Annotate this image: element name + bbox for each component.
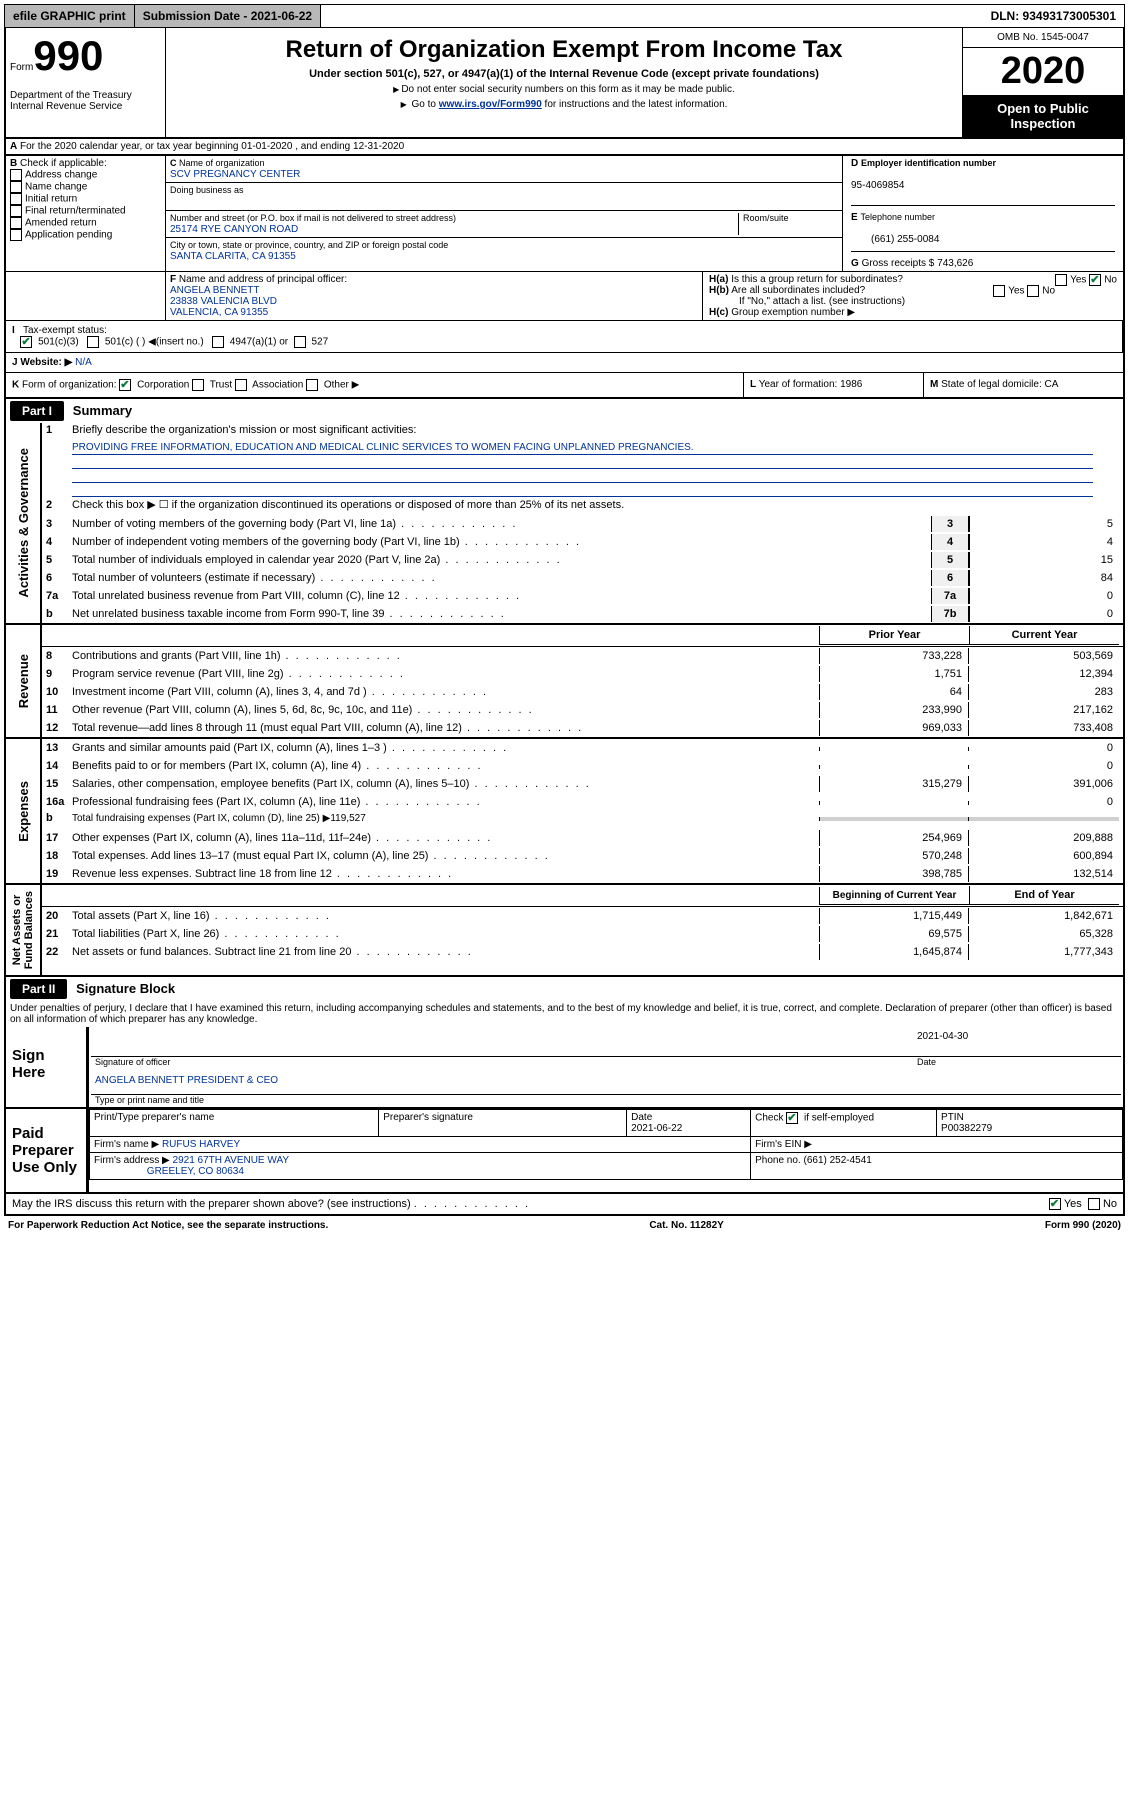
check-final-return[interactable]	[10, 205, 22, 217]
note-goto: Go to www.irs.gov/Form990 for instructio…	[170, 99, 958, 110]
check-corp[interactable]	[119, 379, 131, 391]
gross-receipts: 743,626	[937, 258, 973, 269]
omb-number: OMB No. 1545-0047	[963, 28, 1123, 48]
open-public: Open to Public Inspection	[963, 95, 1123, 137]
paid-preparer-label: Paid Preparer Use Only	[6, 1109, 86, 1192]
tax-year: 2020	[963, 48, 1123, 95]
table-row: 20Total assets (Part X, line 16)1,715,44…	[42, 907, 1123, 925]
rot-governance: Activities & Governance	[14, 442, 33, 604]
check-app-pending[interactable]	[10, 229, 22, 241]
form-title: Return of Organization Exempt From Incom…	[170, 36, 958, 64]
check-trust[interactable]	[192, 379, 204, 391]
org-city: SANTA CLARITA, CA 91355	[170, 251, 296, 262]
ha-yes[interactable]	[1055, 274, 1067, 286]
ptin: P00382279	[941, 1123, 992, 1134]
check-address-change[interactable]	[10, 169, 22, 181]
officer-sig-name: ANGELA BENNETT PRESIDENT & CEO	[95, 1075, 278, 1092]
form-word: Form	[10, 62, 33, 73]
part-2-header: Part II	[10, 979, 67, 999]
ha-no[interactable]	[1089, 274, 1101, 286]
line7b-val: 0	[969, 606, 1119, 622]
part-1-header: Part I	[10, 401, 64, 421]
check-self-employed[interactable]	[786, 1112, 798, 1124]
table-row: 16aProfessional fundraising fees (Part I…	[42, 793, 1123, 811]
year-formation: 1986	[840, 379, 862, 390]
check-other[interactable]	[306, 379, 318, 391]
dln: DLN: 93493173005301	[983, 5, 1124, 27]
check-501c[interactable]	[87, 336, 99, 348]
section-a-period: A For the 2020 calendar year, or tax yea…	[4, 139, 1125, 156]
topbar: efile GRAPHIC print Submission Date - 20…	[4, 4, 1125, 28]
org-street: 25174 RYE CANYON ROAD	[170, 224, 298, 235]
rot-expenses: Expenses	[14, 775, 33, 848]
ein: 95-4069854	[851, 180, 904, 191]
line5-val: 15	[969, 552, 1119, 568]
entity-block: B Check if applicable: Address change Na…	[4, 156, 1125, 399]
line7a-val: 0	[969, 588, 1119, 604]
state-domicile: CA	[1045, 379, 1059, 390]
website: N/A	[75, 357, 92, 368]
form-subtitle: Under section 501(c), 527, or 4947(a)(1)…	[170, 68, 958, 80]
prep-date: 2021-06-22	[631, 1123, 682, 1134]
col-b-checkboxes: B Check if applicable: Address change Na…	[6, 156, 166, 271]
preparer-table: Print/Type preparer's name Preparer's si…	[89, 1109, 1123, 1180]
sign-here-label: Sign Here	[6, 1027, 86, 1107]
part-2-title: Signature Block	[76, 981, 175, 996]
check-initial-return[interactable]	[10, 193, 22, 205]
officer-name: ANGELA BENNETT	[170, 285, 259, 296]
table-row: 21Total liabilities (Part X, line 26)69,…	[42, 925, 1123, 943]
mission-text: PROVIDING FREE INFORMATION, EDUCATION AN…	[72, 441, 1093, 455]
efile-print[interactable]: efile GRAPHIC print	[5, 5, 135, 27]
perjury-declaration: Under penalties of perjury, I declare th…	[4, 1001, 1125, 1027]
rot-net: Net Assets or Fund Balances	[9, 885, 37, 975]
table-row: 13Grants and similar amounts paid (Part …	[42, 739, 1123, 757]
hb-yes[interactable]	[993, 285, 1005, 297]
firm-name: RUFUS HARVEY	[162, 1139, 240, 1150]
form-title-box: Return of Organization Exempt From Incom…	[166, 28, 963, 137]
table-row: 11Other revenue (Part VIII, column (A), …	[42, 701, 1123, 719]
table-row: 12Total revenue—add lines 8 through 11 (…	[42, 719, 1123, 737]
dept-treasury: Department of the Treasury Internal Reve…	[10, 90, 161, 112]
footer-mid: Cat. No. 11282Y	[649, 1220, 723, 1231]
table-row: 19Revenue less expenses. Subtract line 1…	[42, 865, 1123, 883]
footer-left: For Paperwork Reduction Act Notice, see …	[8, 1220, 328, 1231]
org-name: SCV PREGNANCY CENTER	[170, 169, 300, 180]
table-row: 8Contributions and grants (Part VIII, li…	[42, 647, 1123, 665]
form-id-box: Form990 Department of the Treasury Inter…	[6, 28, 166, 137]
sig-date: 2021-04-30	[917, 1031, 1117, 1054]
prep-phone: (661) 252-4541	[803, 1155, 871, 1166]
table-row: 22Net assets or fund balances. Subtract …	[42, 943, 1123, 961]
discuss-no[interactable]	[1088, 1198, 1100, 1210]
check-501c3[interactable]	[20, 336, 32, 348]
check-assoc[interactable]	[235, 379, 247, 391]
line4-val: 4	[969, 534, 1119, 550]
table-row: 9Program service revenue (Part VIII, lin…	[42, 665, 1123, 683]
form990-link[interactable]: www.irs.gov/Form990	[439, 99, 542, 110]
part-1-title: Summary	[73, 403, 132, 418]
table-row: 14Benefits paid to or for members (Part …	[42, 757, 1123, 775]
table-row: bTotal fundraising expenses (Part IX, co…	[42, 811, 1123, 829]
note-ssn: Do not enter social security numbers on …	[170, 84, 958, 95]
line6-val: 84	[969, 570, 1119, 586]
year-box: OMB No. 1545-0047 2020 Open to Public In…	[963, 28, 1123, 137]
footer-right: Form 990 (2020)	[1045, 1220, 1121, 1231]
check-4947[interactable]	[212, 336, 224, 348]
discuss-yes[interactable]	[1049, 1198, 1061, 1210]
rot-revenue: Revenue	[14, 648, 33, 714]
submission-date: Submission Date - 2021-06-22	[135, 5, 321, 27]
check-name-change[interactable]	[10, 181, 22, 193]
table-row: 15Salaries, other compensation, employee…	[42, 775, 1123, 793]
form-number: 990	[33, 32, 103, 79]
phone: (661) 255-0084	[851, 234, 939, 245]
table-row: 17Other expenses (Part IX, column (A), l…	[42, 829, 1123, 847]
table-row: 18Total expenses. Add lines 13–17 (must …	[42, 847, 1123, 865]
check-amended[interactable]	[10, 217, 22, 229]
hb-no[interactable]	[1027, 285, 1039, 297]
check-527[interactable]	[294, 336, 306, 348]
firm-addr: 2921 67TH AVENUE WAY	[173, 1155, 290, 1166]
line3-val: 5	[969, 516, 1119, 532]
table-row: 10Investment income (Part VIII, column (…	[42, 683, 1123, 701]
